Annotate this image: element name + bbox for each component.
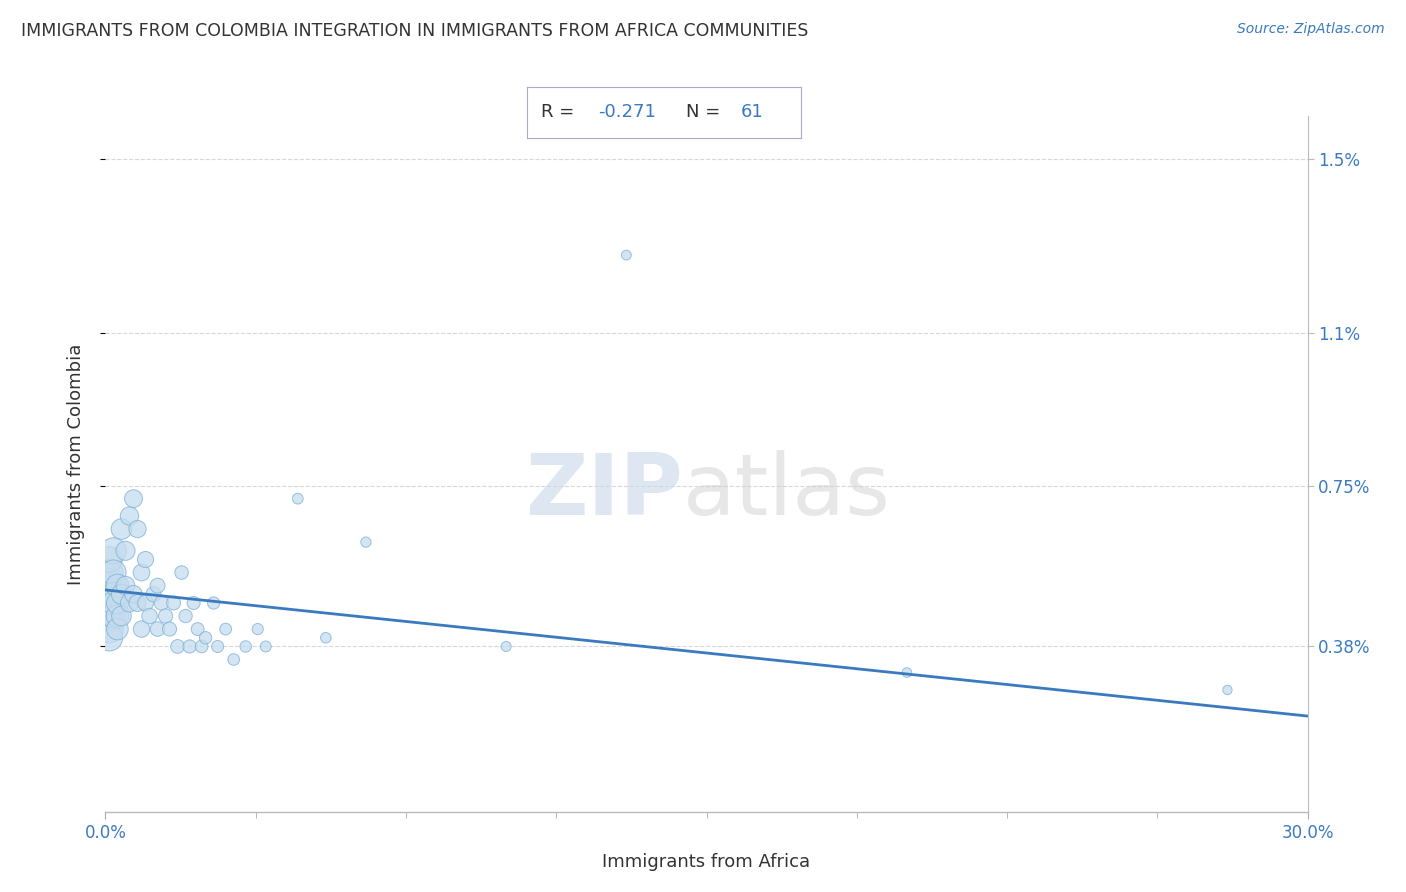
Point (174, 609, 197, 624)
Point (170, 566, 193, 580)
Point (107, 579, 129, 593)
Point (287, 491, 309, 506)
Point (103, 596, 125, 610)
Point (131, 566, 153, 580)
Point (166, 640, 188, 654)
Point (246, 622, 269, 636)
Point (207, 640, 229, 654)
Y-axis label: Immigrants from Colombia: Immigrants from Colombia (66, 343, 84, 584)
Point (194, 631, 217, 645)
Point (98, 579, 121, 593)
Text: ZIP: ZIP (524, 450, 682, 533)
Point (190, 640, 212, 654)
Point (135, 596, 157, 610)
Point (98, 622, 121, 636)
Point (114, 543, 136, 558)
Point (110, 609, 132, 624)
Point (127, 596, 149, 610)
Point (103, 543, 125, 558)
Point (616, 248, 638, 262)
Point (146, 579, 169, 593)
Point (222, 652, 245, 666)
Point (98, 552, 121, 566)
X-axis label: Immigrants from Africa: Immigrants from Africa (602, 853, 811, 871)
Text: Source: ZipAtlas.com: Source: ZipAtlas.com (1237, 22, 1385, 37)
Point (235, 640, 257, 654)
Point (98, 631, 121, 645)
Text: N =: N = (686, 103, 727, 121)
Point (162, 596, 184, 610)
Point (146, 622, 169, 636)
Point (110, 587, 132, 601)
Point (103, 609, 125, 624)
Point (155, 609, 177, 624)
Point (183, 596, 205, 610)
Point (354, 535, 377, 549)
Text: 61: 61 (741, 103, 763, 121)
Point (202, 596, 225, 610)
Point (122, 587, 145, 601)
Point (315, 631, 337, 645)
Point (159, 622, 181, 636)
Point (110, 522, 132, 536)
Point (98, 566, 121, 580)
Text: R =: R = (541, 103, 579, 121)
Text: IMMIGRANTS FROM COLOMBIA INTEGRATION IN IMMIGRANTS FROM AFRICA COMMUNITIES: IMMIGRANTS FROM COLOMBIA INTEGRATION IN … (21, 22, 808, 40)
Point (138, 609, 160, 624)
Point (254, 640, 277, 654)
Point (1216, 683, 1239, 698)
Point (131, 622, 153, 636)
Point (495, 640, 517, 654)
Point (127, 522, 149, 536)
Text: -0.271: -0.271 (599, 103, 657, 121)
Point (896, 665, 918, 680)
Point (118, 596, 141, 610)
Point (114, 579, 136, 593)
Point (103, 587, 125, 601)
Point (187, 622, 209, 636)
Point (107, 622, 129, 636)
Point (107, 596, 129, 610)
Text: atlas: atlas (682, 450, 890, 533)
Point (98, 596, 121, 610)
Point (135, 552, 157, 566)
Point (107, 609, 129, 624)
Point (150, 596, 173, 610)
Point (214, 622, 236, 636)
Point (122, 491, 145, 506)
Point (179, 640, 201, 654)
Point (98, 609, 121, 624)
Point (103, 566, 125, 580)
Point (142, 587, 165, 601)
Point (118, 508, 141, 523)
